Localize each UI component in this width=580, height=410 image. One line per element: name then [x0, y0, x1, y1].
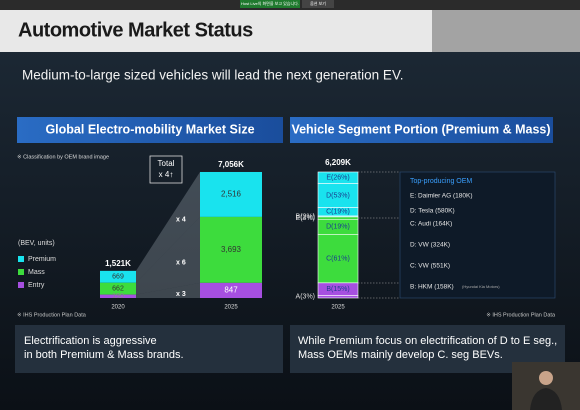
panel-header	[290, 117, 553, 143]
x-tick-label: 2025	[331, 305, 345, 311]
total-label: 7,056K	[218, 160, 244, 169]
total-label: 6,209K	[325, 158, 351, 167]
segment-label: E(26%)	[326, 175, 349, 182]
callout-box	[149, 155, 183, 184]
bar-segment	[100, 294, 136, 298]
legend-label: Premium	[28, 256, 56, 263]
oem-item: C: VW (551K)	[410, 263, 450, 270]
segment-label: C(19%)	[326, 209, 350, 216]
slide-title: Automotive Market Status	[18, 19, 253, 41]
growth-label: x 3	[176, 291, 186, 298]
growth-connector	[136, 216, 200, 295]
subtitle: Medium-to-large sized vehicles will lead…	[22, 68, 403, 83]
segment-label: D(53%)	[326, 192, 350, 199]
bar-segment	[100, 270, 136, 283]
value-label: 2,516	[221, 190, 242, 199]
callout-text: Total	[158, 159, 175, 168]
source: ※ IHS Production Plan Data	[17, 311, 87, 318]
oem-item: B: HKM (158K)	[410, 284, 454, 291]
title-bar	[0, 10, 432, 52]
segment-label: E(3%)	[296, 215, 315, 222]
legend-label: Entry	[28, 282, 45, 289]
growth-label: x 4	[176, 216, 186, 223]
growth-connector	[136, 171, 200, 283]
value-label: 669	[112, 274, 124, 281]
value-label: 847	[224, 286, 238, 295]
segment-label: B(15%)	[326, 286, 349, 293]
legend-swatch	[18, 269, 24, 275]
oem-box	[399, 171, 556, 299]
oem-item: E: Daimler AG (180K)	[410, 193, 473, 200]
takeaway-text: in both Premium & Mass brands.	[24, 349, 184, 361]
oem-item: D: VW (324K)	[410, 242, 450, 249]
takeaway-text: While Premium focus on electrification o…	[298, 335, 557, 347]
bar-segment	[200, 282, 262, 298]
segment-label: A(3%)	[296, 294, 315, 301]
value-label: 3,693	[221, 245, 242, 254]
chart-title: Vehicle Segment Portion (Premium & Mass)	[291, 122, 550, 136]
segment-label: B(2%)	[296, 213, 315, 220]
takeaway-text: Electrification is aggressive	[24, 335, 157, 347]
value-label: 662	[112, 286, 124, 293]
bar-segment	[200, 216, 262, 283]
oem-note: (Hyundai Kia Motors)	[462, 284, 500, 289]
segment-label: C(61%)	[326, 255, 350, 262]
oem-item: C: Audi (164K)	[410, 221, 452, 228]
title-bar-side	[432, 10, 580, 52]
x-tick-label: 2025	[224, 305, 238, 311]
banner-button-text[interactable]: 옵션 보기	[310, 0, 326, 6]
x-tick-label: 2020	[111, 305, 125, 311]
banner-button[interactable]	[302, 0, 334, 8]
oem-title: Top-producing OEM	[410, 178, 472, 185]
legend-swatch	[18, 282, 24, 288]
growth-connector	[136, 282, 200, 298]
segment	[317, 295, 359, 299]
segment-label: D(19%)	[326, 224, 350, 231]
segment	[317, 216, 359, 220]
chart-title: Global Electro-mobility Market Size	[45, 122, 254, 136]
segment	[317, 234, 359, 284]
value-label: 190	[112, 293, 124, 300]
source: ※ IHS Production Plan Data	[486, 311, 556, 318]
banner-text: Host Live의 화면을 보고 있습니다.	[241, 0, 299, 6]
legend-swatch	[18, 256, 24, 262]
share-banner	[240, 0, 300, 8]
unit-label: (BEV, units)	[18, 240, 55, 247]
total-label: 1,521K	[105, 259, 131, 268]
oem-item: D: Tesla (580K)	[410, 208, 455, 215]
takeaway-box	[15, 325, 283, 373]
callout-text: x 4↑	[159, 170, 174, 179]
bar-segment	[100, 282, 136, 295]
chart-note: ※ Classification by OEM brand image	[17, 153, 109, 160]
bar-segment	[200, 171, 262, 217]
legend-label: Mass	[28, 269, 45, 276]
takeaway-text: Mass OEMs mainly develop C. seg BEVs.	[298, 349, 503, 361]
webcam	[512, 362, 580, 410]
panel-header	[17, 117, 283, 143]
growth-label: x 6	[176, 260, 186, 267]
